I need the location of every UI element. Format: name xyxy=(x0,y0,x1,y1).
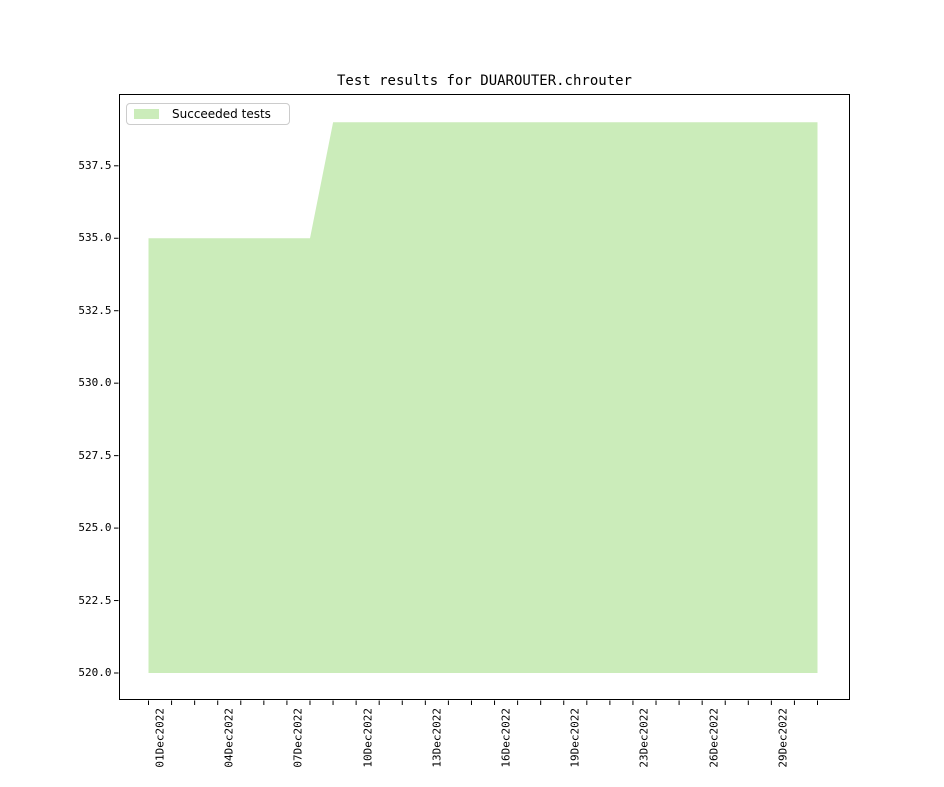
x-tick-label: 29Dec2022 xyxy=(776,707,790,768)
x-tick-label: 01Dec2022 xyxy=(153,707,167,768)
y-tick-label: 527.5 xyxy=(78,448,112,462)
plot-canvas xyxy=(114,122,819,705)
x-tick-label: 19Dec2022 xyxy=(568,707,582,768)
y-tick-label: 535.0 xyxy=(78,231,112,245)
x-tick-label: 10Dec2022 xyxy=(361,707,375,768)
x-tick-label: 13Dec2022 xyxy=(430,707,444,768)
y-tick-label: 537.5 xyxy=(78,158,112,172)
y-tick-label: 522.5 xyxy=(78,593,112,607)
y-tick-label: 520.0 xyxy=(78,666,112,679)
x-tick-label: 23Dec2022 xyxy=(637,707,651,768)
area-succeeded-tests xyxy=(148,122,818,674)
succeeded-tests-swatch-icon xyxy=(134,109,159,119)
y-tick-label: 532.5 xyxy=(78,303,112,317)
x-tick-label: 04Dec2022 xyxy=(222,707,236,768)
plot-area: Succeeded tests xyxy=(114,94,850,705)
x-tick-label: 16Dec2022 xyxy=(499,707,513,768)
legend-label-succeeded-tests: Succeeded tests xyxy=(172,107,271,121)
x-tick-label: 07Dec2022 xyxy=(291,707,305,768)
chart-title: Test results for DUAROUTER.chrouter xyxy=(336,73,632,89)
legend: Succeeded tests xyxy=(126,103,290,125)
y-tick-label: 525.0 xyxy=(78,521,112,535)
y-tick-label: 530.0 xyxy=(78,376,112,390)
x-tick-label: 26Dec2022 xyxy=(707,707,721,768)
